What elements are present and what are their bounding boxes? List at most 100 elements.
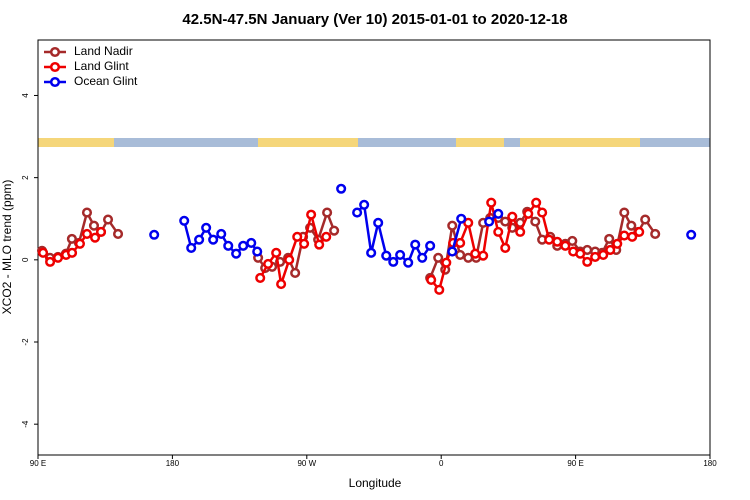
data-point [544, 234, 555, 245]
data-point [112, 228, 124, 239]
data-point [216, 228, 227, 239]
x-tick-label: 90 E [30, 459, 46, 468]
x-axis-label: Longitude [349, 476, 402, 490]
x-tick-label: 90 W [297, 459, 316, 468]
data-point [290, 267, 301, 279]
data-point [321, 231, 332, 242]
data-point [66, 247, 78, 258]
y-tick-label: 0 [21, 257, 30, 262]
data-point [276, 279, 287, 290]
y-tick-label: 4 [21, 93, 30, 98]
data-point [263, 258, 274, 269]
x-tick-label: 90 E [567, 459, 583, 468]
data-point [470, 248, 481, 259]
data-point [640, 214, 651, 225]
data-point [45, 256, 56, 267]
data-point [537, 207, 548, 218]
data-point [74, 238, 86, 249]
data-point [500, 216, 511, 227]
data-point [299, 238, 310, 249]
data-point [284, 254, 295, 265]
data-point [149, 229, 160, 240]
data-point [66, 233, 77, 244]
data-point [478, 250, 489, 261]
data-point [194, 234, 205, 245]
data-point [417, 252, 428, 263]
data-point [381, 250, 392, 261]
data-point [619, 207, 630, 218]
data-point [463, 217, 474, 228]
data-point [484, 216, 495, 227]
data-point [366, 247, 377, 258]
data-point [426, 274, 437, 286]
data-point [322, 207, 333, 218]
data-point [306, 209, 317, 220]
data-point [88, 220, 100, 231]
data-point [246, 237, 257, 249]
data-point [493, 208, 504, 219]
y-tick-label: -2 [21, 338, 30, 346]
data-point [238, 240, 249, 251]
legend-marker [49, 61, 61, 73]
data-point [560, 240, 571, 251]
data-point [395, 249, 406, 260]
data-point [523, 208, 534, 219]
x-tick-label: 180 [703, 459, 717, 468]
data-point [530, 216, 541, 227]
data-point [434, 284, 445, 295]
data-point [552, 236, 563, 247]
data-point [493, 226, 504, 237]
data-point [605, 244, 616, 256]
y-axis-label: XCO2 - MLO trend (ppm) [0, 180, 14, 315]
plot-frame [37, 39, 711, 456]
data-point [179, 215, 190, 226]
data-point [271, 247, 282, 258]
data-point [582, 256, 593, 267]
data-point [373, 217, 384, 228]
data-point [352, 207, 363, 218]
data-point [38, 247, 49, 258]
data-point [441, 257, 452, 268]
data-point [329, 225, 340, 236]
data-point [81, 207, 93, 218]
data-point [455, 249, 466, 260]
data-point [575, 248, 586, 259]
legend-marker [49, 46, 61, 58]
legend-label: Land Nadir [74, 44, 133, 58]
x-tick-label: 0 [439, 459, 444, 468]
data-point [598, 249, 609, 260]
data-point [612, 238, 623, 249]
legend-label: Ocean Glint [74, 74, 138, 88]
data-point [531, 197, 542, 208]
data-point [567, 235, 578, 246]
data-point [52, 252, 64, 263]
data-point [81, 228, 93, 239]
data-point [95, 226, 107, 237]
data-point [89, 232, 101, 243]
data-point [292, 231, 303, 242]
data-point [252, 246, 263, 257]
data-point [201, 222, 212, 233]
data-point [619, 230, 630, 241]
data-point [686, 229, 697, 240]
data-point [650, 228, 661, 239]
data-point [255, 272, 266, 283]
data-point [507, 211, 518, 222]
data-point [626, 220, 637, 231]
data-point [186, 242, 197, 253]
data-point [425, 240, 436, 251]
data-point [231, 248, 242, 259]
chart-title: 42.5N-47.5N January (Ver 10) 2015-01-01 … [182, 11, 567, 28]
x-tick-label: 180 [166, 459, 180, 468]
data-point [604, 233, 615, 244]
data-point [455, 237, 466, 249]
data-point [456, 213, 467, 224]
data-point [102, 214, 114, 225]
data-point [500, 242, 511, 253]
data-point [515, 226, 526, 237]
data-point [403, 257, 414, 268]
legend-marker [49, 76, 61, 88]
legend-label: Land Glint [74, 59, 129, 73]
data-point [359, 199, 370, 210]
y-tick-label: 2 [21, 175, 30, 180]
